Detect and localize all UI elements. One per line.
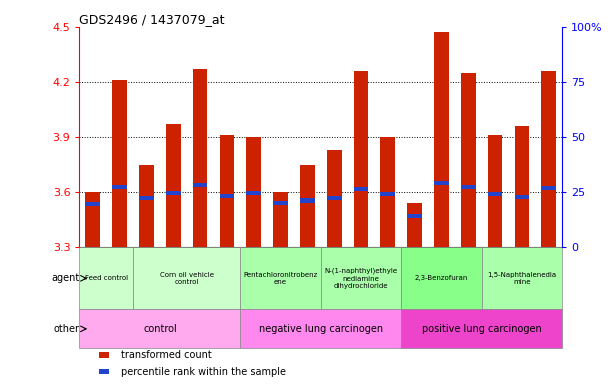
Bar (166, 124, 181, 247)
Bar (408, 214, 422, 218)
Bar (99, 369, 109, 374)
Bar (321, 247, 401, 310)
Bar (192, 69, 208, 247)
Bar (434, 181, 449, 185)
Bar (327, 150, 342, 247)
Bar (273, 201, 288, 205)
Bar (434, 32, 449, 247)
Bar (300, 199, 315, 202)
Text: 1,5-Naphthalenedia
mine: 1,5-Naphthalenedia mine (488, 271, 557, 285)
Bar (99, 352, 109, 358)
Text: negative lung carcinogen: negative lung carcinogen (258, 324, 383, 334)
Text: positive lung carcinogen: positive lung carcinogen (422, 324, 541, 334)
Bar (381, 137, 395, 247)
Text: other: other (53, 324, 79, 334)
Bar (112, 185, 127, 189)
Bar (541, 185, 556, 190)
Bar (461, 73, 475, 247)
Text: percentile rank within the sample: percentile rank within the sample (122, 367, 287, 377)
Text: 2,3-Benzofuran: 2,3-Benzofuran (415, 275, 468, 281)
Bar (381, 192, 395, 196)
Bar (488, 135, 502, 247)
Bar (401, 247, 481, 310)
Bar (139, 196, 154, 200)
Bar (401, 310, 562, 348)
Text: transformed count: transformed count (122, 350, 212, 360)
Text: control: control (143, 324, 177, 334)
Bar (354, 187, 368, 191)
Bar (514, 126, 529, 247)
Bar (300, 165, 315, 247)
Bar (461, 185, 475, 189)
Bar (112, 80, 127, 247)
Bar (408, 203, 422, 247)
Bar (192, 183, 208, 187)
Text: Feed control: Feed control (85, 275, 128, 281)
Bar (86, 192, 100, 247)
Text: agent: agent (51, 273, 79, 283)
Bar (541, 71, 556, 247)
Bar (273, 192, 288, 247)
Bar (327, 196, 342, 200)
Bar (86, 202, 100, 206)
Bar (219, 135, 234, 247)
Bar (481, 247, 562, 310)
Bar (514, 195, 529, 199)
Bar (240, 247, 321, 310)
Bar (240, 310, 401, 348)
Bar (488, 192, 502, 197)
Bar (79, 247, 133, 310)
Bar (79, 310, 240, 348)
Bar (246, 137, 261, 247)
Bar (133, 247, 240, 310)
Bar (246, 190, 261, 195)
Bar (139, 165, 154, 247)
Text: Corn oil vehicle
control: Corn oil vehicle control (159, 271, 214, 285)
Text: N-(1-naphthyl)ethyle
nediamine
dihydrochloride: N-(1-naphthyl)ethyle nediamine dihydroch… (324, 268, 398, 289)
Bar (219, 194, 234, 198)
Text: Pentachloronitrobenz
ene: Pentachloronitrobenz ene (243, 271, 318, 285)
Bar (354, 71, 368, 247)
Bar (166, 190, 181, 195)
Text: GDS2496 / 1437079_at: GDS2496 / 1437079_at (79, 13, 225, 26)
